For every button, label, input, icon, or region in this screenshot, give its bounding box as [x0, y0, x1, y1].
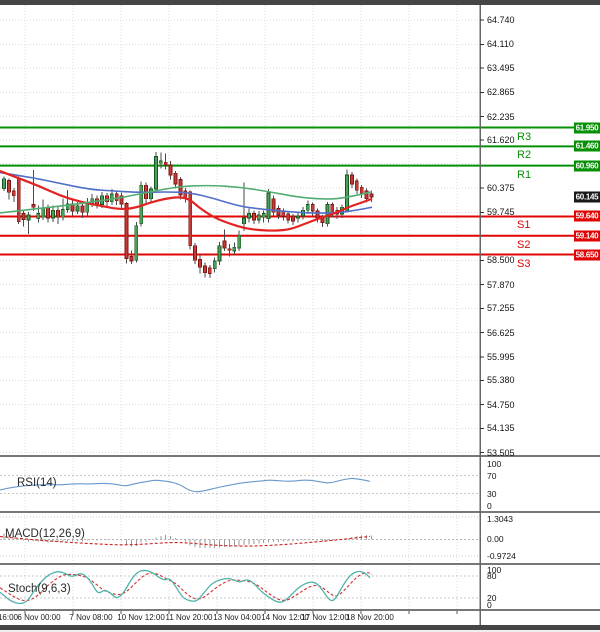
window-top-bar: [0, 0, 600, 5]
window-bottom-bar: [0, 625, 600, 630]
window-bottom-fill: [0, 630, 600, 632]
